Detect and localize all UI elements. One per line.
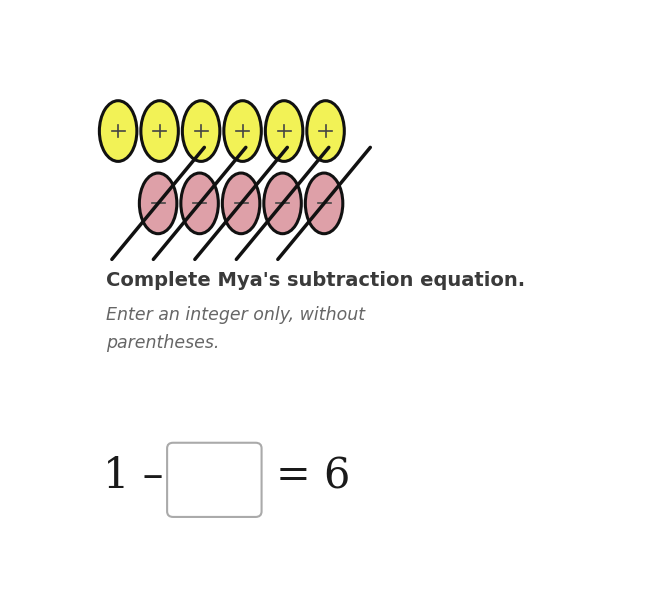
FancyBboxPatch shape: [167, 443, 262, 517]
Text: Enter an integer only, without
parentheses.: Enter an integer only, without parenthes…: [106, 306, 364, 352]
Ellipse shape: [181, 173, 219, 234]
Ellipse shape: [224, 101, 261, 161]
Ellipse shape: [223, 173, 260, 234]
Ellipse shape: [305, 173, 342, 234]
Text: 1 –: 1 –: [103, 455, 164, 498]
Ellipse shape: [265, 101, 303, 161]
Ellipse shape: [307, 101, 344, 161]
Ellipse shape: [99, 101, 137, 161]
Text: Complete Mya's subtraction equation.: Complete Mya's subtraction equation.: [106, 271, 525, 290]
Ellipse shape: [139, 173, 177, 234]
Ellipse shape: [264, 173, 301, 234]
Text: = 6: = 6: [275, 455, 350, 498]
Ellipse shape: [183, 101, 220, 161]
Ellipse shape: [141, 101, 179, 161]
